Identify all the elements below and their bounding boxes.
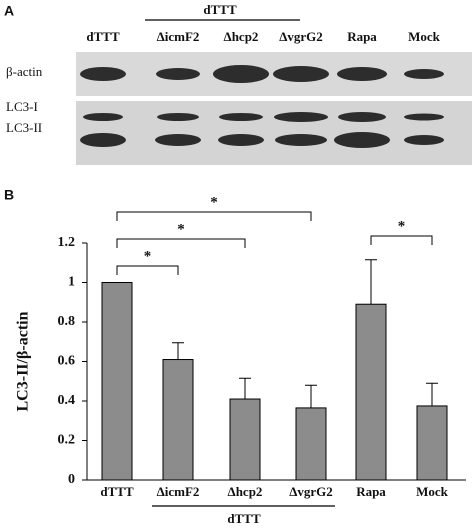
lane-label: Rapa [347,29,377,44]
y-tick-label: 0.8 [58,314,76,329]
blot-strip [76,101,472,165]
blot-band [80,133,126,147]
significance-bracket [116,265,179,275]
lane-label: ΔicmF2 [157,29,200,44]
y-tick-label: 1 [68,275,75,290]
x-tick-label: ΔvgrG2 [289,484,333,499]
significance-label: * [210,194,218,210]
x-tick-label: Rapa [356,484,386,499]
bar [229,398,261,481]
blot-band [334,132,390,148]
bar [416,405,448,481]
panel-label: B [4,187,14,203]
blot-band [404,113,444,121]
blot-band [218,134,264,146]
significance-label: * [398,218,406,234]
blot-band [80,67,126,81]
blot-band [273,66,329,82]
y-tick-label: 0.6 [58,354,76,369]
row-label: β-actin [6,64,43,79]
blot-band [338,112,386,122]
lane-label: Δhcp2 [224,29,259,44]
significance-bracket [116,211,312,221]
significance-label: * [177,221,185,237]
y-tick-label: 1.2 [58,235,76,250]
blot-band [275,134,327,146]
lane-label: dTTT [86,29,120,44]
blot-band [404,135,444,145]
x-tick-label: Mock [416,484,449,499]
group-label: dTTT [203,2,237,17]
error-bar [305,384,317,408]
y-tick-label: 0 [68,472,75,487]
bar [101,282,133,481]
blot-band [337,67,387,81]
group-label: dTTT [227,511,261,526]
error-bar [365,259,377,305]
blot-band [156,68,200,80]
bar [295,407,327,481]
significance-bracket [370,235,433,245]
blot-band [219,113,263,121]
lane-label: Mock [408,29,441,44]
blot-band [83,113,123,121]
x-tick-label: Δhcp2 [228,484,263,499]
blot-band [213,65,269,83]
error-bar [426,382,438,406]
error-bar [239,377,251,400]
row-label: LC3-I [6,99,38,114]
row-label: LC3-II [6,120,42,135]
y-axis-label: LC3-II/β-actin [15,311,32,411]
y-tick-label: 0.2 [58,433,76,448]
significance-label: * [144,248,152,264]
panel-label: A [4,3,14,19]
x-tick-label: ΔicmF2 [157,484,200,499]
blot-band [274,112,328,122]
bar [355,303,387,481]
bar [162,359,194,481]
error-bar [172,342,184,360]
x-tick-label: dTTT [100,484,134,499]
significance-bracket [116,238,246,248]
blot-band [155,134,201,146]
lane-label: ΔvgrG2 [279,29,323,44]
blot-band [404,69,444,79]
blot-band [157,113,199,121]
y-tick-label: 0.4 [58,393,76,408]
